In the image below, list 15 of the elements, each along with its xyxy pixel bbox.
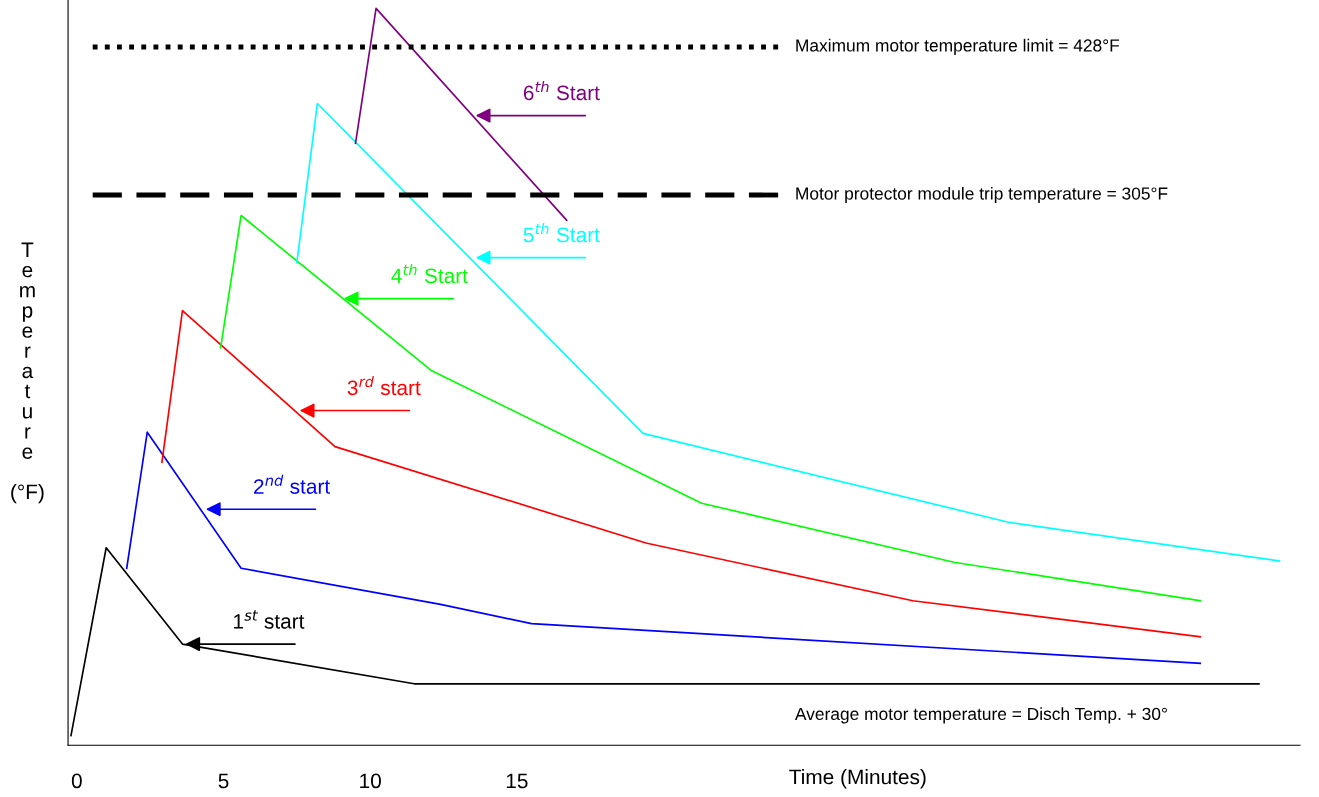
x-tick-label: 15 [506, 773, 528, 789]
x-tick-label: 10 [360, 773, 381, 789]
ref-line-label: Motor protector module trip temperature = 305°F [796, 186, 1168, 204]
annotation: 1$^{st}$ start [234, 610, 305, 629]
text: Temperature (°F) [11, 242, 44, 504]
annotation: 4$^{th}$ Start [391, 263, 468, 284]
annotation: 2$^{nd}$ start [254, 474, 330, 494]
annotation: 3$^{rd}$ start [347, 375, 421, 396]
annotation: Average motor temperature = Disch Temp. + 30° [794, 707, 1167, 724]
ref-line-label: Maximum motor temperature limit = 428°F [796, 38, 1120, 56]
annotation: 5$^{th}$ Start [523, 223, 600, 243]
x-tick-label: 0 [71, 773, 82, 789]
annotation: 6$^{th}$ Start [523, 80, 600, 101]
x-tick-label: 5 [218, 773, 229, 789]
x-axis-title: Time (Minutes) [789, 769, 926, 789]
